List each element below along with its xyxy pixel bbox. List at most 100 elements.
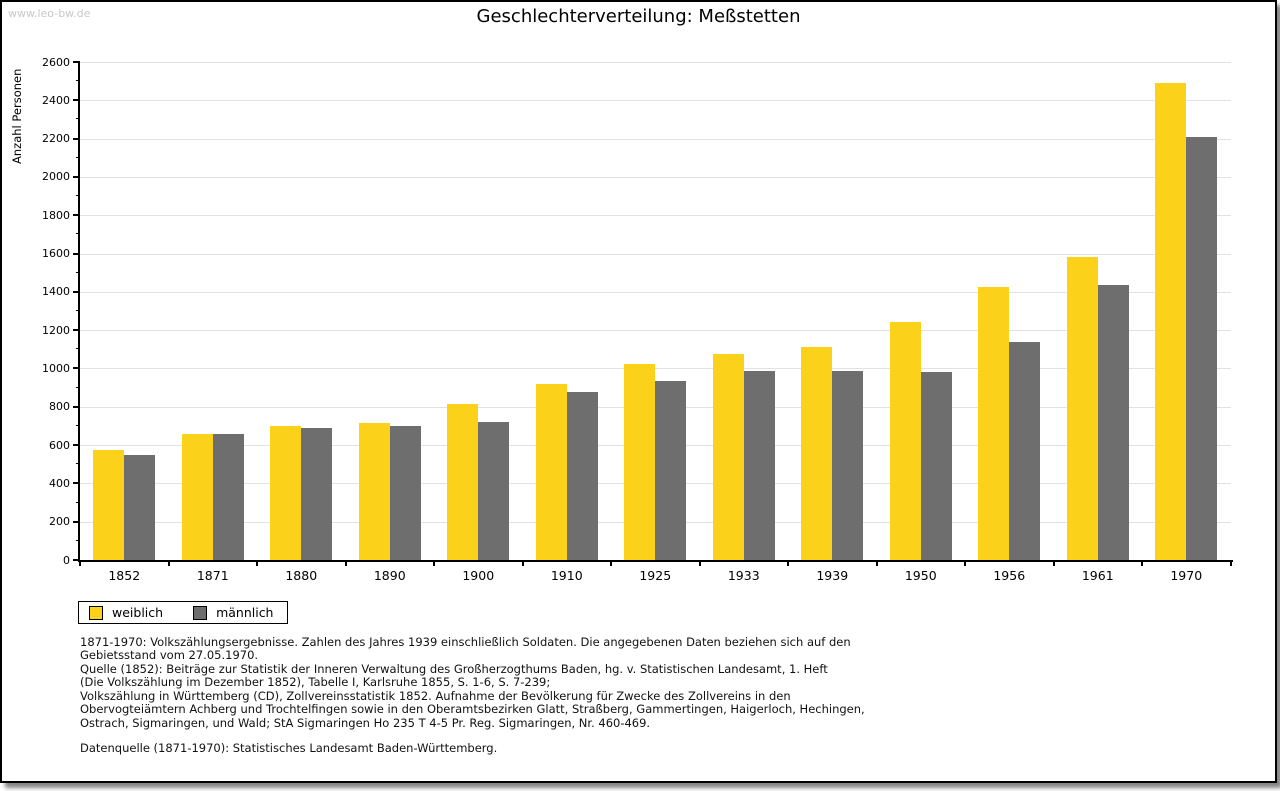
x-axis-label: 1910	[550, 568, 583, 583]
x-axis-label: 1961	[1081, 568, 1114, 583]
y-tick-label: 1400	[42, 285, 70, 299]
bar-männlich-1890	[389, 425, 421, 560]
x-axis-label: 1880	[285, 568, 318, 583]
gridline	[80, 138, 1231, 140]
footnote-line: Ostrach, Sigmaringen, und Wald; StA Sigm…	[80, 715, 651, 730]
y-tick-label: 2600	[42, 55, 70, 69]
y-tick-label: 600	[49, 438, 70, 452]
y-axis-line	[78, 62, 80, 562]
gridline	[80, 62, 1231, 63]
bar-männlich-1852	[124, 454, 156, 560]
y-major-tick	[73, 137, 80, 140]
y-major-tick	[73, 175, 80, 178]
legend-label-maennlich: männlich	[216, 605, 274, 620]
x-boundary-tick	[1141, 560, 1143, 566]
x-axis-line	[78, 560, 1233, 562]
footnote-line: Quelle (1852): Beiträge zur Statistik de…	[80, 661, 828, 676]
bar-männlich-1961	[1097, 285, 1129, 560]
x-boundary-tick	[610, 560, 612, 566]
legend-swatch-maennlich	[193, 605, 208, 620]
x-axis-label: 1970	[1170, 568, 1203, 583]
y-tick-label: 400	[49, 476, 70, 490]
bar-weiblich-1890	[358, 423, 390, 560]
footnote-line: Obervogteiämtern Achberg und Trochtelfin…	[80, 702, 865, 717]
footnote-line: (Die Volkszählung im Dezember 1852), Tab…	[80, 675, 551, 690]
bar-weiblich-1910	[535, 383, 567, 560]
y-tick-label: 2200	[42, 132, 70, 146]
legend: weiblich männlich	[78, 601, 289, 624]
bar-weiblich-1871	[181, 433, 213, 560]
x-boundary-tick	[1229, 560, 1232, 566]
footnotes: 1871-1970: Volkszählungsergebnisse. Zahl…	[80, 635, 865, 756]
y-tick-label: 1000	[42, 361, 70, 375]
bar-männlich-1950	[920, 372, 952, 560]
bar-männlich-1900	[478, 422, 510, 560]
y-major-tick	[73, 214, 80, 217]
bar-weiblich-1852	[93, 449, 125, 560]
bar-männlich-1956	[1009, 341, 1041, 560]
gridline	[80, 100, 1231, 102]
bar-weiblich-1970	[1155, 83, 1187, 560]
x-boundary-tick	[787, 560, 789, 566]
y-major-tick	[73, 290, 80, 293]
y-tick-label: 1600	[42, 247, 70, 261]
y-tick-label: 1200	[42, 323, 70, 337]
bar-männlich-1939	[832, 371, 864, 560]
gridline	[80, 330, 1231, 332]
bar-weiblich-1933	[712, 354, 744, 560]
x-axis-label: 1900	[462, 568, 495, 583]
bar-weiblich-1950	[889, 322, 921, 560]
y-major-tick	[73, 61, 80, 63]
gridline	[80, 215, 1231, 217]
y-major-tick	[73, 252, 80, 255]
bar-männlich-1925	[655, 380, 687, 560]
y-major-tick	[73, 444, 80, 447]
y-tick-label: 2000	[42, 170, 70, 184]
x-boundary-tick	[256, 560, 258, 566]
bar-männlich-1880	[301, 427, 333, 560]
x-axis-label: 1852	[108, 568, 141, 583]
bar-weiblich-1956	[978, 287, 1010, 560]
x-boundary-tick	[964, 560, 966, 566]
bar-männlich-1933	[743, 371, 775, 560]
bar-weiblich-1900	[447, 403, 479, 560]
datasource-line: Datenquelle (1871-1970): Statistisches L…	[80, 741, 498, 756]
x-boundary-tick	[79, 560, 81, 566]
gridline	[80, 291, 1231, 293]
chart-title: Geschlechterverteilung: Meßstetten	[476, 6, 801, 27]
watermark: www.leo-bw.de	[8, 7, 91, 20]
x-axis-label: 1933	[727, 568, 760, 583]
legend-swatch-weiblich	[89, 605, 103, 620]
x-axis-label: 1956	[993, 568, 1026, 583]
legend-label-weiblich: weiblich	[112, 605, 164, 620]
x-boundary-tick	[875, 560, 878, 566]
x-axis-label: 1925	[639, 568, 672, 583]
y-major-tick	[73, 329, 80, 332]
gridline	[80, 253, 1231, 255]
legend-item-maennlich: männlich	[193, 605, 273, 620]
legend-item-weiblich: weiblich	[89, 605, 163, 620]
y-tick-label: 1800	[42, 208, 70, 222]
y-major-tick	[73, 367, 80, 370]
x-boundary-tick	[433, 560, 435, 566]
y-major-tick	[73, 99, 80, 102]
x-boundary-tick	[167, 560, 170, 566]
x-axis-label: 1939	[816, 568, 849, 583]
footnote-line: Volkszählung in Württemberg (CD), Zollve…	[80, 688, 791, 703]
bar-weiblich-1925	[624, 363, 656, 560]
x-axis-label: 1871	[196, 568, 229, 583]
y-major-tick	[73, 482, 80, 485]
y-tick-label: 2400	[42, 93, 70, 107]
x-boundary-tick	[698, 560, 701, 566]
x-boundary-tick	[344, 560, 347, 566]
x-axis-label: 1950	[904, 568, 937, 583]
bar-weiblich-1880	[270, 425, 302, 560]
footnote-line: 1871-1970: Volkszählungsergebnisse. Zahl…	[80, 635, 851, 649]
bar-männlich-1910	[566, 392, 598, 560]
y-tick-label: 200	[49, 515, 70, 529]
bar-weiblich-1939	[801, 347, 833, 560]
y-major-tick	[73, 559, 80, 561]
x-boundary-tick	[521, 560, 524, 566]
x-boundary-tick	[1052, 560, 1055, 566]
